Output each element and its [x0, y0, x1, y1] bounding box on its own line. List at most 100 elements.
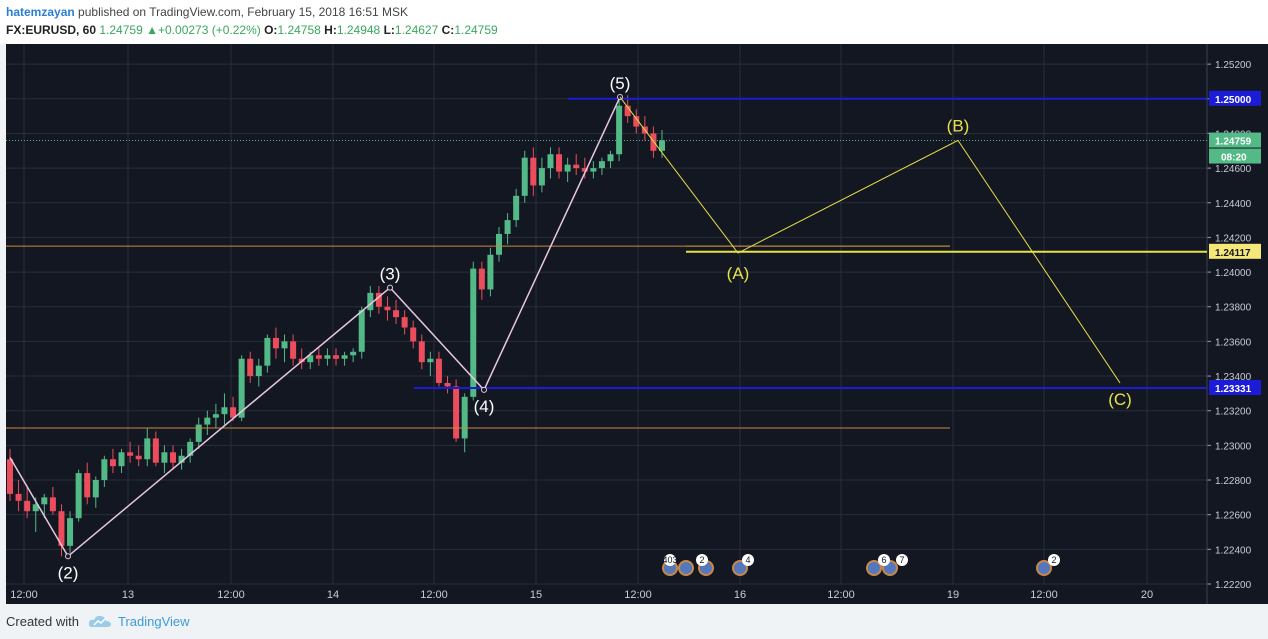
candle-body	[573, 164, 580, 169]
candle-body	[118, 452, 125, 467]
candle-body	[444, 382, 451, 387]
candle-body	[624, 105, 631, 117]
candle-body	[607, 154, 614, 162]
candle-body	[598, 161, 605, 169]
candle-body	[384, 306, 391, 311]
candlestick-chart[interactable]: 12:00 13 12:00 14 12:00 15 12:00 16 12:00 19 12:00…	[0, 44, 1268, 604]
candle-body	[15, 493, 22, 501]
publish-line: hatemzayan published on TradingView.com,…	[6, 5, 408, 19]
candle-body	[92, 480, 99, 498]
high-value: 1.24948	[336, 23, 381, 37]
candle-body	[341, 355, 348, 359]
price-tag-label: 1.24117	[1215, 248, 1251, 259]
price-tag	[1209, 380, 1261, 396]
event-count-badge	[896, 554, 908, 566]
candle-body	[247, 358, 254, 377]
candle-body	[581, 168, 588, 172]
candle-body	[401, 317, 408, 328]
candle-body	[453, 386, 460, 439]
y-tick-label: 1.22800	[1215, 476, 1252, 487]
x-tick-label: 12:00	[827, 589, 855, 601]
candle-body	[427, 358, 434, 363]
event-count: 7	[899, 555, 904, 565]
candle-body	[67, 518, 74, 546]
candle-body	[32, 504, 39, 512]
event-flag-icon	[868, 562, 880, 574]
y-tick-label: 1.24000	[1215, 268, 1252, 279]
tradingview-cloud-icon	[88, 615, 111, 627]
event-count-badge	[1048, 554, 1060, 566]
x-tick-label: 14	[327, 589, 339, 601]
candle-body	[144, 438, 151, 460]
x-tick-label: 12:00	[10, 589, 38, 601]
footer: Created with TradingView	[0, 604, 1268, 639]
y-tick-label: 1.23000	[1215, 441, 1252, 452]
low-label: L:	[383, 23, 395, 37]
price-tag	[1209, 132, 1261, 148]
candle-body	[101, 459, 108, 481]
event-count: 6	[881, 555, 886, 565]
event-count: 2	[699, 555, 704, 565]
candle-body	[161, 452, 168, 463]
author-link[interactable]: hatemzayan	[6, 5, 75, 19]
last-price: 1.24759	[99, 23, 143, 37]
y-tick-label: 1.24600	[1215, 164, 1252, 175]
tradingview-brand[interactable]: TradingView	[118, 614, 190, 629]
price-tag	[1209, 90, 1261, 106]
close-label: C:	[441, 23, 455, 37]
candle-body	[393, 310, 400, 318]
close-value: 1.24759	[454, 23, 498, 37]
wave-point	[387, 284, 393, 291]
candle-body	[7, 459, 13, 494]
wave-label: (3)	[380, 265, 401, 284]
price-tag-label: 1.25000	[1215, 95, 1252, 106]
candle-body	[290, 341, 297, 359]
event-flag-icon	[680, 562, 692, 574]
candle-body	[556, 154, 563, 172]
candle-body	[478, 268, 485, 290]
x-tick-label: 12:00	[420, 589, 448, 601]
event-count-badge	[696, 554, 708, 566]
candle-body	[530, 157, 537, 186]
candle-body	[109, 459, 116, 467]
candle-body	[564, 164, 571, 172]
candle-body	[238, 358, 245, 418]
y-tick-label: 1.22200	[1215, 580, 1252, 591]
candle-body	[315, 355, 322, 359]
event-count: 2	[1051, 555, 1056, 565]
candle-body	[616, 105, 623, 155]
event-count: 4	[745, 555, 750, 565]
open-value: 1.24758	[277, 23, 321, 37]
candle-body	[470, 268, 477, 397]
countdown-tag	[1209, 148, 1261, 164]
y-tick-label: 1.24200	[1215, 233, 1252, 244]
candle-body	[212, 414, 219, 418]
candle-body	[170, 452, 176, 463]
price-tag	[1209, 243, 1261, 259]
chart-area[interactable]: 12:00 13 12:00 14 12:00 15 12:00 16 12:00 19 12:00…	[0, 44, 1268, 604]
up-triangle-icon: ▲	[146, 23, 158, 37]
candle-body	[221, 407, 228, 415]
candle-body	[127, 452, 134, 456]
x-tick-label: 12:00	[624, 589, 652, 601]
wave-label: (5)	[610, 74, 631, 93]
abc-label: (C)	[1108, 390, 1132, 409]
candle-body	[590, 168, 597, 172]
created-with-text: Created with	[6, 614, 79, 629]
candle-body	[135, 455, 142, 460]
y-tick-label: 1.23600	[1215, 337, 1252, 348]
candle-body	[178, 455, 185, 463]
candle-body	[367, 292, 374, 311]
event-flag-icon	[734, 562, 746, 574]
candle-body	[264, 337, 271, 366]
y-tick-label: 1.25200	[1215, 60, 1252, 71]
x-tick-label: 12:00	[1030, 589, 1058, 601]
abc-label: (B)	[947, 116, 970, 135]
left-border	[0, 44, 6, 604]
candle-body	[659, 140, 665, 151]
wave-label: (4)	[474, 397, 495, 416]
event-count-badge	[742, 554, 754, 566]
candle-body	[230, 407, 237, 418]
candle-body	[504, 220, 511, 234]
x-tick-label: 16	[734, 589, 746, 601]
